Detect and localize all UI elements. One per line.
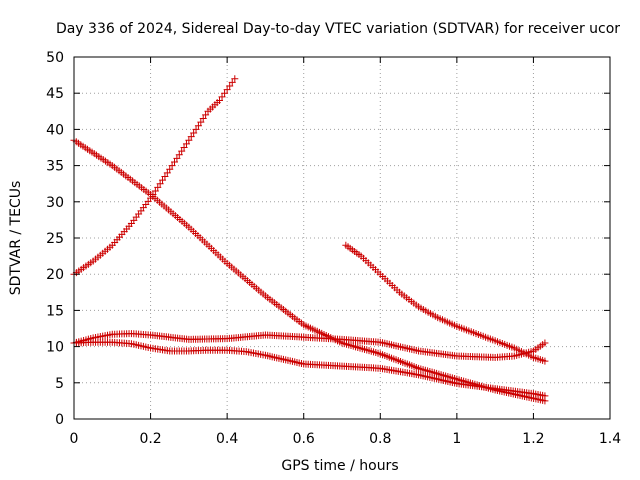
data-point (192, 125, 200, 133)
data-point (215, 96, 223, 104)
data-point (194, 122, 202, 130)
chart-title: Day 336 of 2024, Sidereal Day-to-day VTE… (56, 21, 620, 37)
x-tick-label: 0 (70, 431, 79, 447)
data-point (180, 144, 188, 151)
data-point (221, 89, 229, 97)
data-point (202, 111, 210, 119)
y-tick-label: 45 (46, 86, 64, 102)
data-point (156, 180, 164, 188)
y-tick-label: 50 (46, 50, 64, 66)
data-point (223, 86, 231, 94)
data-point (151, 187, 159, 195)
x-tick-label: 0.8 (369, 431, 391, 447)
y-tick-label: 10 (46, 340, 64, 356)
data-point (166, 165, 174, 173)
grid (74, 57, 610, 419)
y-tick-label: 5 (55, 376, 64, 392)
data-point (231, 75, 239, 83)
series-2 (342, 241, 549, 365)
y-tick-label: 35 (46, 159, 64, 175)
x-tick-label: 0.6 (293, 431, 315, 447)
y-tick-label: 15 (46, 303, 64, 319)
data-point (178, 147, 186, 155)
data-point (173, 154, 181, 162)
y-tick-label: 20 (46, 267, 64, 283)
x-tick-label: 1.4 (599, 431, 621, 447)
data-point (161, 172, 169, 180)
data-points (70, 75, 549, 405)
data-point (218, 93, 226, 101)
series-3 (70, 330, 549, 361)
data-point (226, 82, 234, 90)
data-point (541, 392, 549, 400)
x-axis-label: GPS time / hours (281, 458, 398, 474)
x-tick-label: 0.2 (139, 431, 161, 447)
series-4 (70, 338, 549, 400)
x-tick-label: 0.4 (216, 431, 238, 447)
data-point (541, 357, 549, 365)
y-tick-label: 0 (55, 412, 64, 428)
data-point (541, 339, 549, 347)
data-point (171, 158, 178, 166)
data-point (199, 115, 207, 123)
data-point (159, 176, 167, 184)
data-point (187, 133, 195, 141)
data-point (182, 140, 190, 148)
data-point (163, 169, 171, 177)
data-point (168, 162, 176, 170)
data-point (228, 78, 236, 86)
y-tick-label: 40 (46, 122, 64, 138)
data-point (190, 129, 198, 137)
data-point (175, 151, 183, 159)
data-point (185, 136, 193, 144)
data-point (154, 183, 162, 191)
data-point (197, 118, 205, 126)
x-tick-label: 1.2 (522, 431, 544, 447)
y-tick-label: 30 (46, 195, 64, 211)
axis-ticks: 0 0.2 0.4 0.6 0.8 1 1.2 1.4 0 5 10 15 20 25 30 35 40 45 50 (46, 50, 621, 447)
y-axis-label: SDTVAR / TECUs (8, 181, 24, 296)
x-tick-label: 1 (452, 431, 461, 447)
series-0 (70, 75, 239, 278)
y-tick-label: 25 (46, 231, 64, 247)
